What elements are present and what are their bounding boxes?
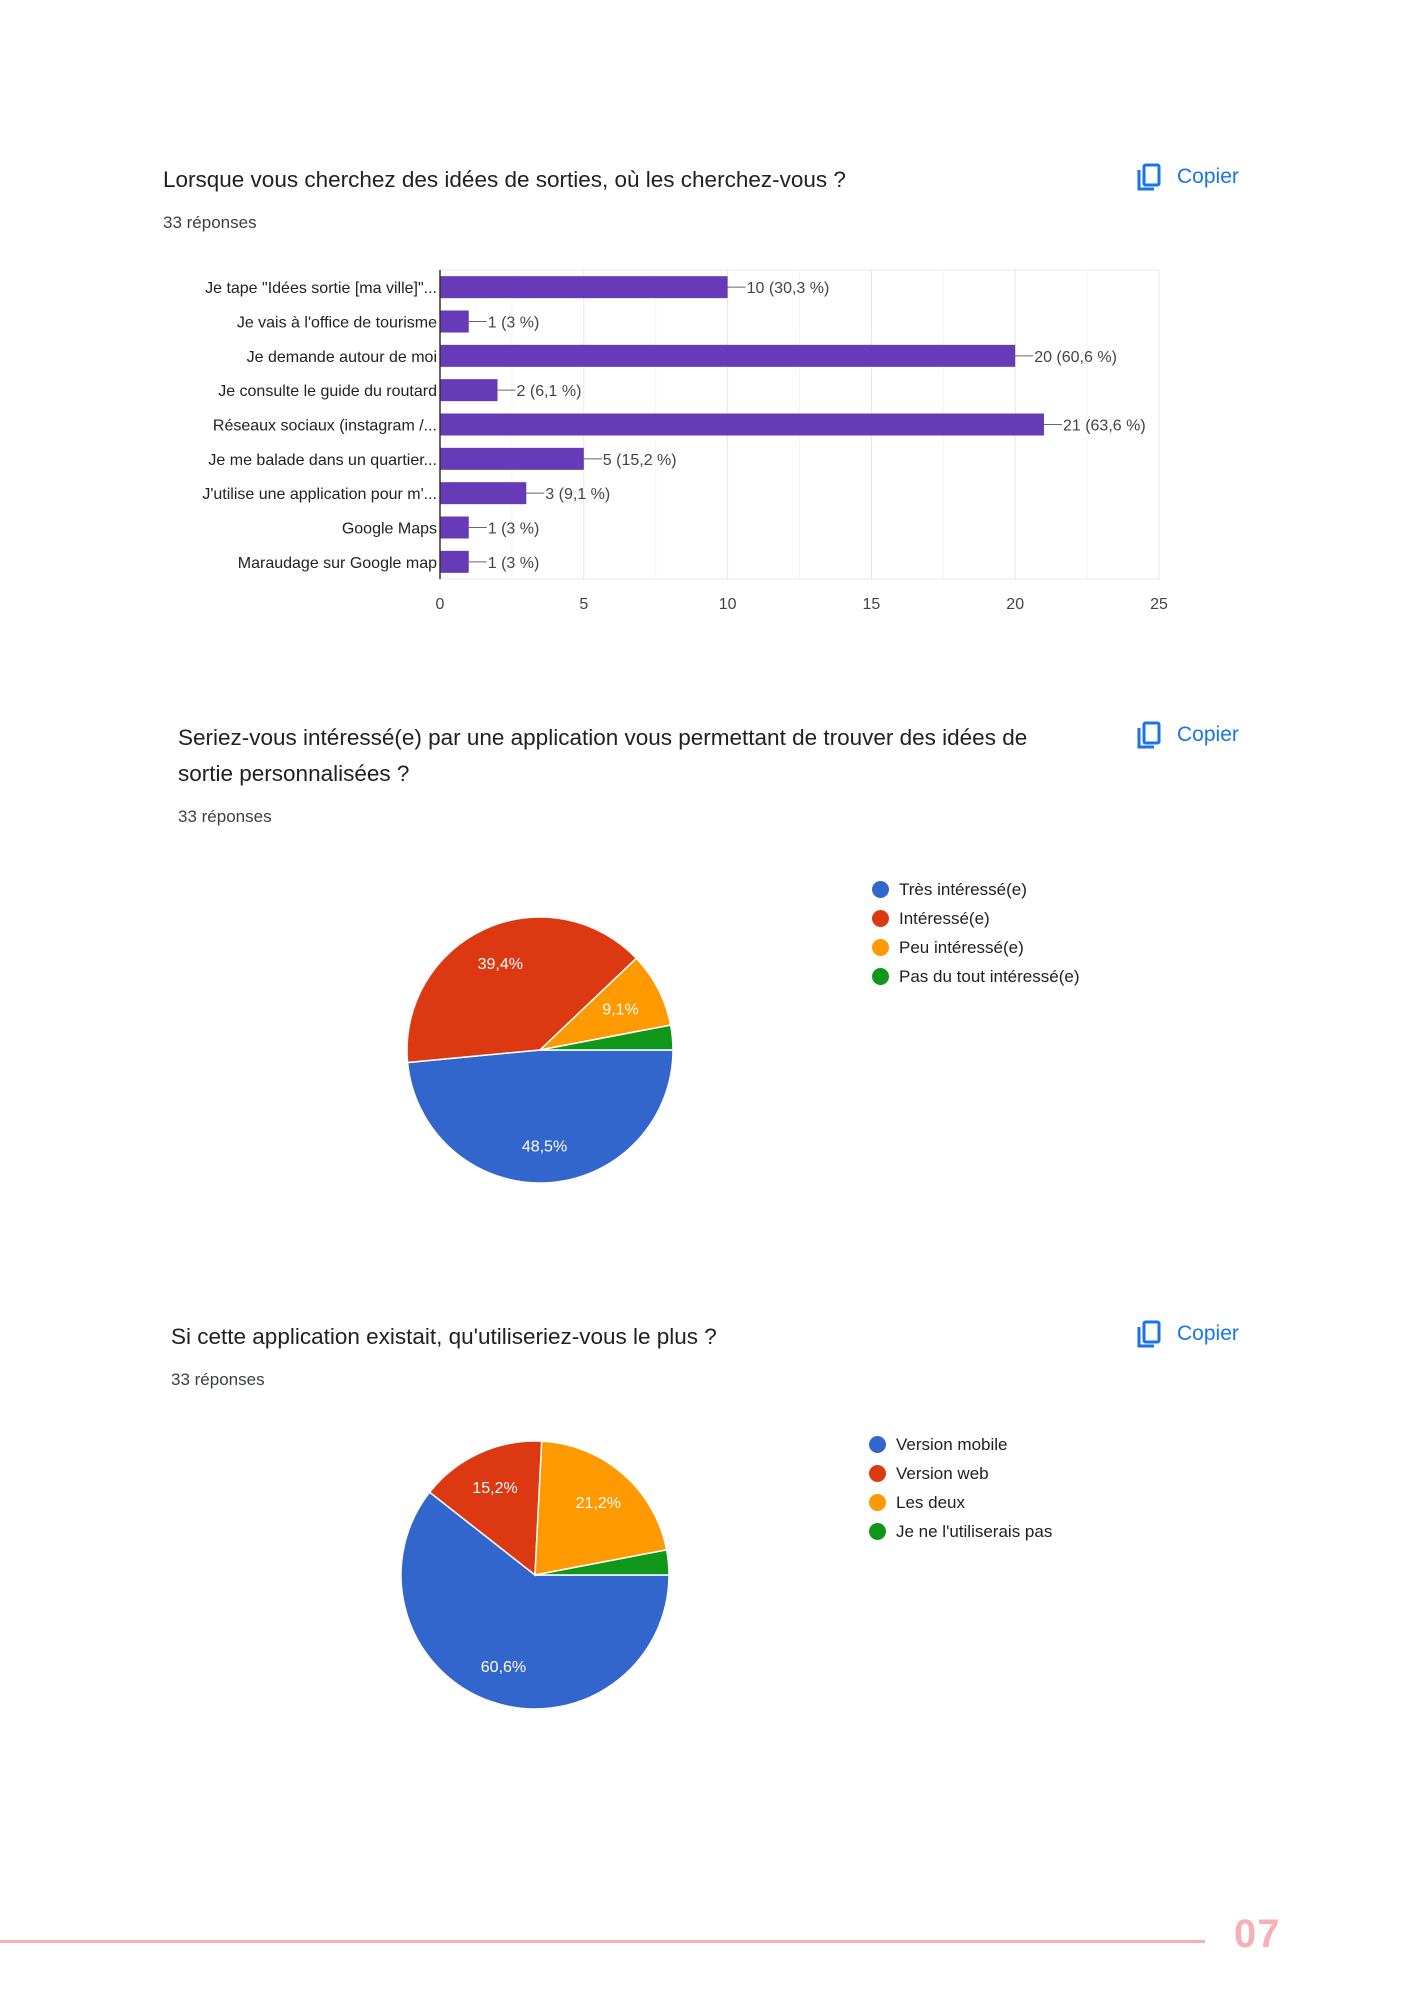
pie-chart-interest: 48,5% 39,4% 9,1% xyxy=(406,916,674,1184)
pie-legend-interest: Très intéressé(e) Intéressé(e) Peu intéres… xyxy=(872,875,1079,991)
pie-chart-usage: 60,6% 15,2% 21,2% xyxy=(400,1440,670,1710)
pie-slice xyxy=(406,1049,674,1184)
category-label: Je vais à l'office de tourisme xyxy=(237,315,437,332)
bar-value-label: 5 (15,2 %) xyxy=(603,452,677,469)
pie-slice xyxy=(534,1549,670,1576)
bar xyxy=(440,413,1044,436)
bar-chart: 0 5 10 15 20 25 10 (30,3 %) Je tape "Idées sort… xyxy=(202,269,1168,613)
legend-label: Je ne l'utiliserais pas xyxy=(896,1521,1053,1541)
pie-slice xyxy=(400,1491,670,1710)
legend-label: Les deux xyxy=(896,1492,965,1512)
copy-icon xyxy=(1137,1320,1161,1348)
pie-slice xyxy=(539,1024,674,1051)
legend-color-dot xyxy=(872,881,889,898)
slice-label: 60,6% xyxy=(481,1659,526,1676)
bar xyxy=(440,344,1016,367)
bar xyxy=(440,447,584,470)
legend-item: Intéressé(e) xyxy=(872,904,1079,933)
legend-item: Pas du tout intéressé(e) xyxy=(872,962,1079,991)
legend-item: Version mobile xyxy=(869,1430,1052,1459)
question-3-title: Si cette application existait, qu'utilis… xyxy=(171,1324,717,1349)
legend-color-dot xyxy=(872,968,889,985)
legend-item: Les deux xyxy=(869,1488,1052,1517)
legend-color-dot xyxy=(869,1436,886,1453)
bar xyxy=(440,550,469,573)
bar xyxy=(440,310,469,333)
pie-slice xyxy=(428,1440,543,1577)
bar xyxy=(440,482,527,505)
copy-button[interactable]: Copier xyxy=(1135,720,1239,750)
bar xyxy=(440,276,728,299)
bar-value-label: 3 (9,1 %) xyxy=(545,486,610,503)
pie-legend-usage: Version mobile Version web Les deux Je ne l… xyxy=(869,1430,1052,1546)
bar-value-label: 21 (63,6 %) xyxy=(1063,418,1146,435)
bar xyxy=(440,516,469,539)
x-tick-label: 0 xyxy=(436,596,445,613)
legend-label: Version web xyxy=(896,1463,989,1483)
pie-slice xyxy=(406,916,638,1064)
copy-button-label: Copier xyxy=(1177,1322,1239,1345)
copy-button-label: Copier xyxy=(1177,165,1239,188)
legend-color-dot xyxy=(869,1523,886,1540)
question-2-title: Seriez-vous intéressé(e) par une applica… xyxy=(178,720,1027,792)
copy-icon xyxy=(1137,163,1161,191)
pie-slice xyxy=(534,1440,668,1576)
category-label: Google Maps xyxy=(342,521,437,538)
x-tick-label: 20 xyxy=(1006,596,1024,613)
category-label: Maraudage sur Google map xyxy=(238,555,437,572)
slice-label: 9,1% xyxy=(602,1002,638,1019)
question-2-response-count: 33 réponses xyxy=(178,807,272,826)
legend-item: Très intéressé(e) xyxy=(872,875,1079,904)
x-tick-label: 15 xyxy=(863,596,881,613)
legend-label: Version mobile xyxy=(896,1434,1008,1454)
footer-divider xyxy=(0,1940,1205,1943)
x-tick-label: 10 xyxy=(719,596,737,613)
category-label: Je tape "Idées sortie [ma ville]"... xyxy=(205,280,437,297)
question-1-title: Lorsque vous cherchez des idées de sorti… xyxy=(163,167,846,192)
bar-value-label: 10 (30,3 %) xyxy=(747,280,830,297)
question-3-card: Si cette application existait, qu'utilis… xyxy=(0,1240,1414,1800)
question-3-response-count: 33 réponses xyxy=(171,1370,265,1389)
question-2-title-line-2: sortie personnalisées ? xyxy=(178,761,410,786)
legend-label: Peu intéressé(e) xyxy=(899,937,1024,957)
legend-color-dot xyxy=(869,1465,886,1482)
copy-button[interactable]: Copier xyxy=(1135,1319,1239,1349)
copy-button-label: Copier xyxy=(1177,723,1239,746)
x-tick-label: 25 xyxy=(1150,596,1168,613)
copy-icon xyxy=(1137,721,1161,749)
question-2-title-line-1: Seriez-vous intéressé(e) par une applica… xyxy=(178,725,1028,750)
slice-label: 15,2% xyxy=(472,1480,517,1497)
category-label: Réseaux sociaux (instagram /... xyxy=(213,418,437,435)
question-1-card: Lorsque vous cherchez des idées de sorti… xyxy=(0,0,1414,680)
legend-label: Très intéressé(e) xyxy=(899,879,1027,899)
legend-item: Version web xyxy=(869,1459,1052,1488)
bar-value-label: 20 (60,6 %) xyxy=(1034,349,1117,366)
x-tick-label: 5 xyxy=(579,596,588,613)
question-1-response-count: 33 réponses xyxy=(163,213,257,232)
copy-button[interactable]: Copier xyxy=(1135,162,1239,192)
bar xyxy=(440,379,498,402)
legend-color-dot xyxy=(869,1494,886,1511)
legend-label: Pas du tout intéressé(e) xyxy=(899,966,1080,986)
legend-item: Peu intéressé(e) xyxy=(872,933,1079,962)
slice-label: 39,4% xyxy=(478,956,523,973)
category-label: Je me balade dans un quartier... xyxy=(208,452,437,469)
bar-value-label: 1 (3 %) xyxy=(488,521,540,538)
category-label: Je consulte le guide du routard xyxy=(218,383,437,400)
page-number: 07 xyxy=(1234,1912,1281,1956)
legend-label: Intéressé(e) xyxy=(899,908,990,928)
bar-value-label: 1 (3 %) xyxy=(488,315,540,332)
category-label: J'utilise une application pour m'... xyxy=(202,486,437,503)
bar-value-label: 1 (3 %) xyxy=(488,555,540,572)
slice-label: 48,5% xyxy=(522,1139,567,1156)
legend-color-dot xyxy=(872,910,889,927)
question-2-card: Seriez-vous intéressé(e) par une applica… xyxy=(0,680,1414,1240)
category-label: Je demande autour de moi xyxy=(247,349,437,366)
legend-color-dot xyxy=(872,939,889,956)
bar-value-label: 2 (6,1 %) xyxy=(517,383,582,400)
slice-label: 21,2% xyxy=(576,1495,621,1512)
legend-item: Je ne l'utiliserais pas xyxy=(869,1517,1052,1546)
